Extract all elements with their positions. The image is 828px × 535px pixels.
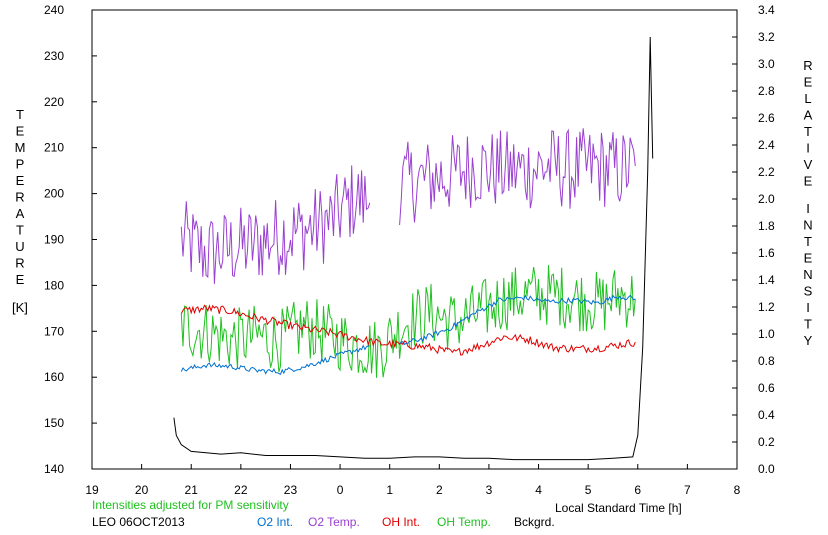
right-tick-label: 1.2 bbox=[758, 300, 775, 314]
series-line-o2-temp bbox=[399, 128, 636, 226]
left-tick-label: 210 bbox=[44, 141, 64, 155]
right-label-letter: I bbox=[806, 300, 810, 315]
left-tick-label: 230 bbox=[44, 49, 64, 63]
x-tick-label: 22 bbox=[234, 483, 248, 497]
series-layer bbox=[173, 36, 654, 461]
right-tick-label: 3.2 bbox=[758, 30, 775, 44]
x-tick-label: 0 bbox=[337, 483, 344, 497]
legend-bckgrd: Bckgrd. bbox=[514, 515, 555, 529]
left-tick-label: 170 bbox=[44, 324, 64, 338]
right-label-letter: A bbox=[804, 108, 813, 123]
right-label-letter: R bbox=[803, 58, 812, 73]
right-tick-label: 2.0 bbox=[758, 192, 775, 206]
series-line-o2-int bbox=[180, 344, 370, 375]
left-axis-ticks: 140 150 160 170 180 190 200 210 220 230 240 bbox=[44, 3, 97, 476]
series-line-o2-int bbox=[399, 294, 636, 346]
right-label-letter: I bbox=[806, 141, 810, 156]
left-tick-label: 150 bbox=[44, 416, 64, 430]
legend-oh-temp: OH Temp. bbox=[437, 515, 491, 529]
x-tick-label: 6 bbox=[634, 483, 641, 497]
right-tick-label: 2.4 bbox=[758, 138, 775, 152]
legend-o2-temp: O2 Temp. bbox=[308, 515, 360, 529]
right-tick-label: 2.8 bbox=[758, 84, 775, 98]
right-tick-label: 1.0 bbox=[758, 327, 775, 341]
right-tick-label: 0.6 bbox=[758, 381, 775, 395]
left-label-letter: T bbox=[16, 107, 24, 122]
right-tick-label: 2.6 bbox=[758, 111, 775, 125]
right-label-letter: T bbox=[804, 124, 812, 139]
right-label-letter: V bbox=[804, 157, 813, 172]
x-tick-label: 2 bbox=[436, 483, 443, 497]
right-tick-label: 0.8 bbox=[758, 354, 775, 368]
series-line-bckgrd bbox=[173, 36, 654, 461]
left-label-letter: T bbox=[16, 223, 24, 238]
right-tick-label: 3.0 bbox=[758, 57, 775, 71]
x-tick-label: 21 bbox=[185, 483, 199, 497]
x-tick-label: 8 bbox=[734, 483, 741, 497]
series-line-o2-temp bbox=[180, 165, 371, 284]
right-label-letter: T bbox=[804, 317, 812, 332]
left-tick-label: 220 bbox=[44, 95, 64, 109]
left-label-letter: E bbox=[16, 124, 25, 139]
right-label-letter: N bbox=[803, 218, 812, 233]
right-label-letter: Y bbox=[804, 333, 813, 348]
right-tick-label: 0.4 bbox=[758, 408, 775, 422]
left-axis-unit: [K] bbox=[12, 300, 28, 315]
right-tick-label: 1.8 bbox=[758, 219, 775, 233]
right-label-letter: S bbox=[804, 284, 813, 299]
right-tick-label: 2.2 bbox=[758, 165, 775, 179]
x-tick-label: 19 bbox=[85, 483, 99, 497]
left-label-letter: E bbox=[16, 173, 25, 188]
right-label-letter: T bbox=[804, 234, 812, 249]
right-label-letter: N bbox=[803, 267, 812, 282]
right-label-letter: E bbox=[804, 75, 813, 90]
left-label-letter: R bbox=[15, 256, 24, 271]
right-tick-label: 1.6 bbox=[758, 246, 775, 260]
x-axis-label: Local Standard Time [h] bbox=[555, 501, 682, 515]
right-label-letter: I bbox=[806, 201, 810, 216]
left-label-letter: M bbox=[15, 140, 26, 155]
left-tick-label: 190 bbox=[44, 233, 64, 247]
right-axis-ticks: 0.0 0.2 0.4 0.6 0.8 1.0 1.2 1.4 1.6 1.8 2.0 2.2 2.4 2… bbox=[732, 3, 775, 476]
series-line-oh-temp bbox=[180, 265, 636, 378]
x-tick-label: 20 bbox=[135, 483, 149, 497]
series-line-oh-int bbox=[180, 304, 636, 356]
left-label-letter: E bbox=[16, 272, 25, 287]
sensitivity-note: Intensities adjusted for PM sensitivity bbox=[92, 498, 289, 512]
x-tick-label: 7 bbox=[684, 483, 691, 497]
left-tick-label: 240 bbox=[44, 3, 64, 17]
right-label-letter: L bbox=[804, 91, 811, 106]
left-tick-label: 140 bbox=[44, 462, 64, 476]
left-tick-label: 160 bbox=[44, 370, 64, 384]
left-label-letter: U bbox=[15, 239, 24, 254]
x-tick-label: 3 bbox=[486, 483, 493, 497]
x-tick-label: 1 bbox=[386, 483, 393, 497]
left-label-letter: P bbox=[16, 157, 25, 172]
left-tick-label: 200 bbox=[44, 187, 64, 201]
x-axis-ticks: 19 20 21 22 23 0 1 2 3 4 5 6 7 8 bbox=[85, 464, 741, 497]
left-tick-label: 180 bbox=[44, 278, 64, 292]
left-label-letter: A bbox=[16, 206, 25, 221]
right-label-letter: E bbox=[804, 174, 813, 189]
right-label-letter: E bbox=[804, 251, 813, 266]
x-tick-label: 23 bbox=[284, 483, 298, 497]
site-date-label: LEO 06OCT2013 bbox=[92, 515, 185, 529]
legend-oh-int: OH Int. bbox=[382, 515, 420, 529]
right-tick-label: 1.4 bbox=[758, 273, 775, 287]
right-tick-label: 0.2 bbox=[758, 435, 775, 449]
right-tick-label: 0.0 bbox=[758, 462, 775, 476]
x-tick-label: 4 bbox=[535, 483, 542, 497]
left-label-letter: R bbox=[15, 190, 24, 205]
legend-o2-int: O2 Int. bbox=[257, 515, 293, 529]
right-tick-label: 3.4 bbox=[758, 3, 775, 17]
x-tick-label: 5 bbox=[585, 483, 592, 497]
